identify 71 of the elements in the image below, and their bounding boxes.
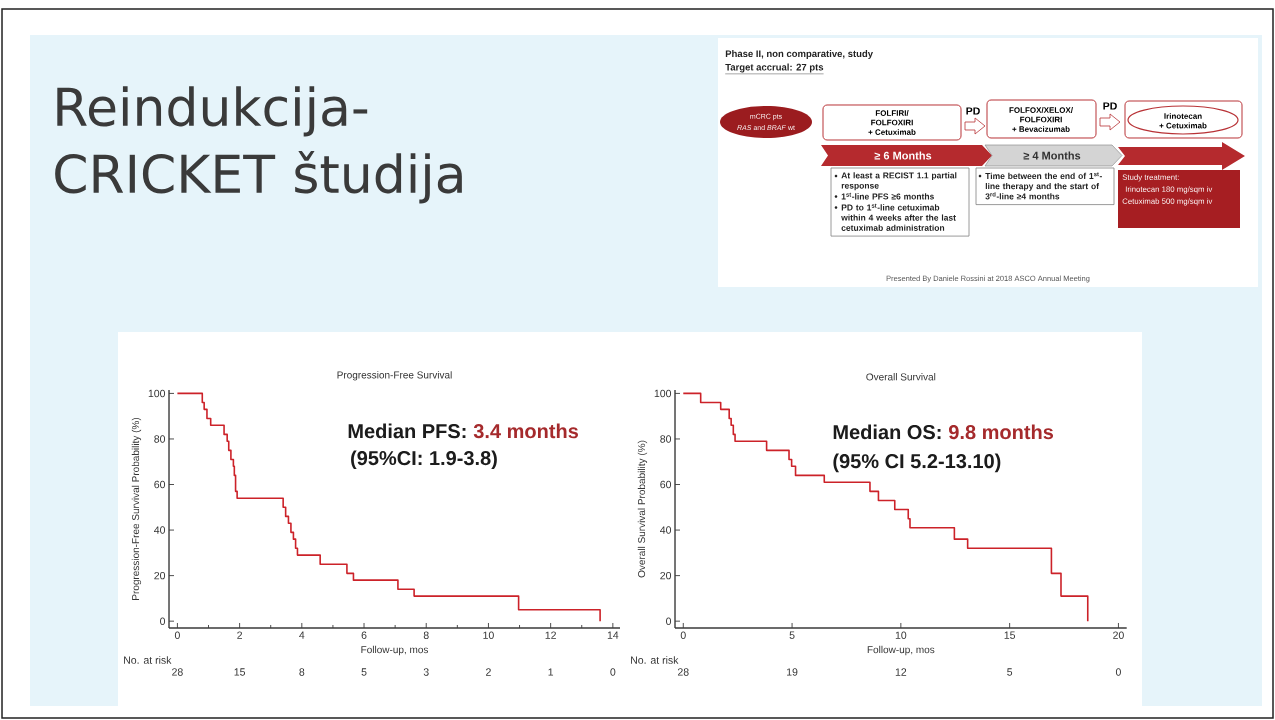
- x-tick-label: 5: [789, 631, 795, 639]
- text: ≥ 4 Months: [1023, 151, 1081, 160]
- text: 3: [423, 668, 429, 676]
- text: 0: [610, 668, 616, 676]
- y-tick-label: 40: [154, 526, 166, 534]
- text: 28: [677, 668, 689, 676]
- x-tick-label: 8: [423, 631, 429, 639]
- x-tick-label: 0: [174, 631, 180, 639]
- y-tick-label: 80: [660, 435, 672, 443]
- x-tick-label: 12: [545, 631, 556, 639]
- text: 5: [361, 668, 367, 676]
- text: 2: [486, 668, 491, 676]
- x-tick-label: 10: [895, 631, 907, 639]
- chart-title: Overall Survival: [866, 373, 936, 381]
- y-tick-label: 100: [654, 389, 672, 398]
- x-tick-label: 0: [680, 631, 686, 639]
- text: 1$^{st}$-line PFS ≥6 months: [841, 192, 934, 200]
- text: 1: [548, 668, 554, 676]
- annotation: Median OS:: [833, 424, 941, 440]
- x-tick-label: 4: [299, 631, 305, 639]
- y-tick-label: 0: [160, 617, 166, 625]
- x-tick-label: 2: [237, 631, 242, 639]
- text: 5: [1007, 668, 1013, 676]
- text: 28: [172, 668, 183, 676]
- x-axis-title: Follow-up, mos: [361, 645, 429, 656]
- y-tick-label: 20: [154, 571, 166, 580]
- text: + Bevacizumab: [1012, 126, 1070, 132]
- text: 0: [1115, 668, 1121, 676]
- text: Reindukcija-CRICKET študija: [55, 86, 462, 204]
- chart-title: Progression-Free Survival: [337, 371, 452, 381]
- text: FOLFOXIRI: [871, 119, 913, 126]
- text: No. at risk: [631, 656, 679, 664]
- y-axis-title: Progression-Free Survival Probability (%): [131, 417, 142, 600]
- text: PD: [1103, 102, 1117, 110]
- annotation: (95% CI 5.2-13.10): [833, 453, 1001, 473]
- y-tick-label: 20: [660, 571, 672, 580]
- text: Phase II, non comparative, study: [725, 50, 873, 59]
- y-tick-label: 40: [660, 526, 672, 534]
- text: 8: [299, 668, 305, 676]
- y-tick-label: 100: [148, 389, 166, 398]
- x-tick-label: 20: [1113, 631, 1124, 639]
- x-tick-label: 14: [607, 631, 619, 639]
- x-tick-label: 15: [1004, 631, 1016, 639]
- annotation: 3.4 months: [473, 423, 578, 439]
- text: 12: [895, 668, 907, 676]
- y-tick-label: 80: [154, 435, 166, 443]
- annotation: (95%CI: 1.9-3.8): [351, 450, 497, 470]
- text: FOLFOX/XELOX/: [1009, 107, 1073, 113]
- y-axis-title: Overall Survival Probability (%): [637, 440, 648, 578]
- text: FOLFIRI/: [875, 110, 909, 116]
- annotation: 9.8 months: [949, 424, 1054, 440]
- text: No. at risk: [124, 656, 172, 664]
- y-tick-label: 0: [666, 617, 672, 625]
- annotation: Median PFS:: [348, 423, 466, 439]
- x-axis-title: Follow-up, mos: [867, 645, 935, 656]
- text: 15: [234, 668, 246, 676]
- text: + Cetuximab: [868, 129, 916, 135]
- x-tick-label: 10: [483, 631, 494, 639]
- text: PD: [966, 107, 980, 115]
- text: + Cetuximab: [1159, 122, 1207, 129]
- text: Irinotecan: [1164, 113, 1202, 119]
- x-tick-label: 6: [361, 631, 367, 639]
- text: At least a RECIST 1.1 partial response: [841, 172, 957, 191]
- y-tick-label: 60: [660, 480, 672, 489]
- y-tick-label: 60: [154, 480, 166, 489]
- text: ≥ 6 Months: [874, 151, 932, 160]
- text: FOLFOXIRI: [1020, 116, 1062, 123]
- text: Target accrual: 27 pts: [725, 63, 824, 73]
- text: Time between the end of 1$^{st}$-line therapy and the start of 3$^{rd}$-line ≥4 months: [985, 172, 1102, 200]
- text: PD to 1$^{st}$-line cetuximab within 4 weeks after the last cetuximab administration: [841, 203, 956, 231]
- text: 19: [787, 668, 798, 676]
